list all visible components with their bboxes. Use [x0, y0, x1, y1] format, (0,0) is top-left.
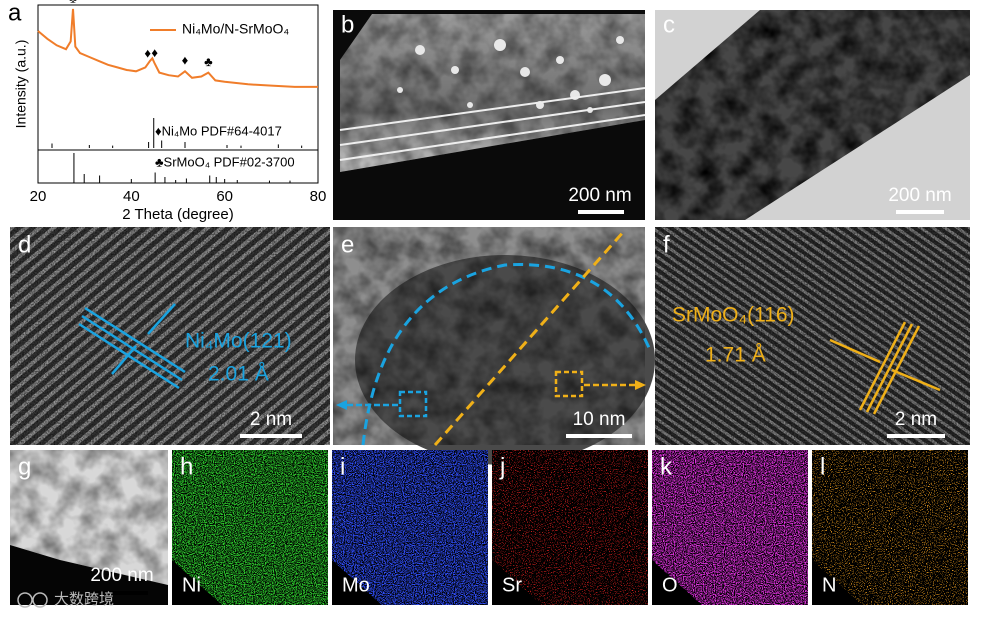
lattice-marks: [78, 303, 186, 390]
peak-marker: ♦: [144, 46, 151, 61]
x-tick-label: 40: [123, 188, 140, 205]
element-signal: [652, 450, 808, 605]
region-box: [398, 390, 428, 418]
element-signal: [332, 450, 488, 605]
x-tick-label: 60: [216, 188, 233, 205]
scale-text: 2 nm: [895, 409, 937, 430]
element-signal: [492, 450, 648, 605]
panel-c: c 200 nm: [655, 10, 970, 220]
scale-text: 200 nm: [568, 185, 631, 206]
particles: [397, 36, 624, 113]
panel-label: b: [341, 11, 354, 38]
peak-marker: ♦: [182, 53, 189, 68]
panel-label: f: [663, 231, 670, 258]
spacing-label: 1.71 Å: [705, 344, 766, 367]
arrow-head: [635, 380, 646, 390]
peak-marker: ♦: [151, 45, 158, 60]
legend-label: Ni₄Mo/N-SrMoO₄: [182, 21, 289, 37]
panel-label: h: [180, 453, 193, 480]
element-maps: h Ni i Mo j Sr k Ol N: [172, 450, 968, 605]
texture: [333, 227, 645, 445]
watermark-logo: [17, 592, 33, 608]
arrow-head: [336, 400, 347, 410]
lattice-marks: [829, 321, 941, 415]
element-label: N: [822, 574, 836, 596]
texture: [340, 14, 645, 172]
peak-marker: ♣: [69, 0, 78, 5]
reference-label: ♦Ni₄Mo PDF#64-4017: [155, 123, 282, 138]
element-signal: [172, 450, 328, 605]
x-axis-label: 2 Theta (degree): [122, 206, 233, 223]
x-tick-label: 80: [310, 188, 327, 205]
panel-label: d: [18, 231, 31, 258]
panel-label: l: [820, 453, 825, 480]
texture: [10, 227, 330, 445]
reference-label: ♣SrMoO₄ PDF#02-3700: [155, 154, 295, 169]
region-box: [554, 370, 584, 398]
texture: [10, 450, 168, 585]
element-label: O: [662, 574, 678, 596]
panel-f: SrMoO₄(116) 1.71 Å f 2 nm: [655, 227, 970, 445]
texture: [655, 10, 970, 220]
particle-outline: [361, 263, 652, 446]
xrd-curve: [37, 8, 318, 88]
panel-g: g 200 nm 大数跨境: [10, 450, 168, 608]
panel-label: g: [18, 453, 31, 480]
element-signal: [812, 450, 968, 605]
texture: [655, 227, 970, 445]
y-axis-label: Intensity (a.u.): [13, 40, 29, 129]
plane-label: SrMoO₄(116): [672, 304, 795, 327]
element-label: Ni: [182, 574, 201, 596]
plane-label: Ni₄Mo(121): [185, 330, 292, 353]
element-label: Mo: [342, 574, 370, 596]
panel-d: Ni₄Mo(121) 2.01 Å d 2 nm: [10, 227, 330, 445]
panel-label: j: [499, 453, 505, 480]
panel-b: b 200 nm: [333, 10, 646, 220]
scale-text: 2 nm: [250, 409, 292, 430]
plot-frame: [37, 4, 319, 184]
panel-label: a: [8, 0, 22, 26]
spacing-label: 2.01 Å: [208, 363, 269, 386]
panel-e: e 10 nm: [333, 227, 655, 465]
scale-text: 10 nm: [573, 409, 626, 430]
watermark: 大数跨境: [54, 590, 114, 608]
x-tick-label: 20: [30, 188, 47, 205]
xrd-chart: a 20 40 60 80 2 Theta (degree) Intensity (a.u…: [8, 0, 326, 223]
panel-label: i: [340, 453, 345, 480]
panel-label: c: [663, 11, 675, 38]
scale-text: 200 nm: [888, 185, 951, 206]
element-label: Sr: [502, 574, 522, 596]
peak-marker: ♣: [204, 54, 213, 69]
belt-edges: [339, 87, 646, 161]
panel-label: e: [341, 231, 354, 258]
panel-label: k: [660, 453, 673, 480]
scale-text: 200 nm: [90, 565, 153, 586]
watermark-logo: [32, 592, 48, 608]
